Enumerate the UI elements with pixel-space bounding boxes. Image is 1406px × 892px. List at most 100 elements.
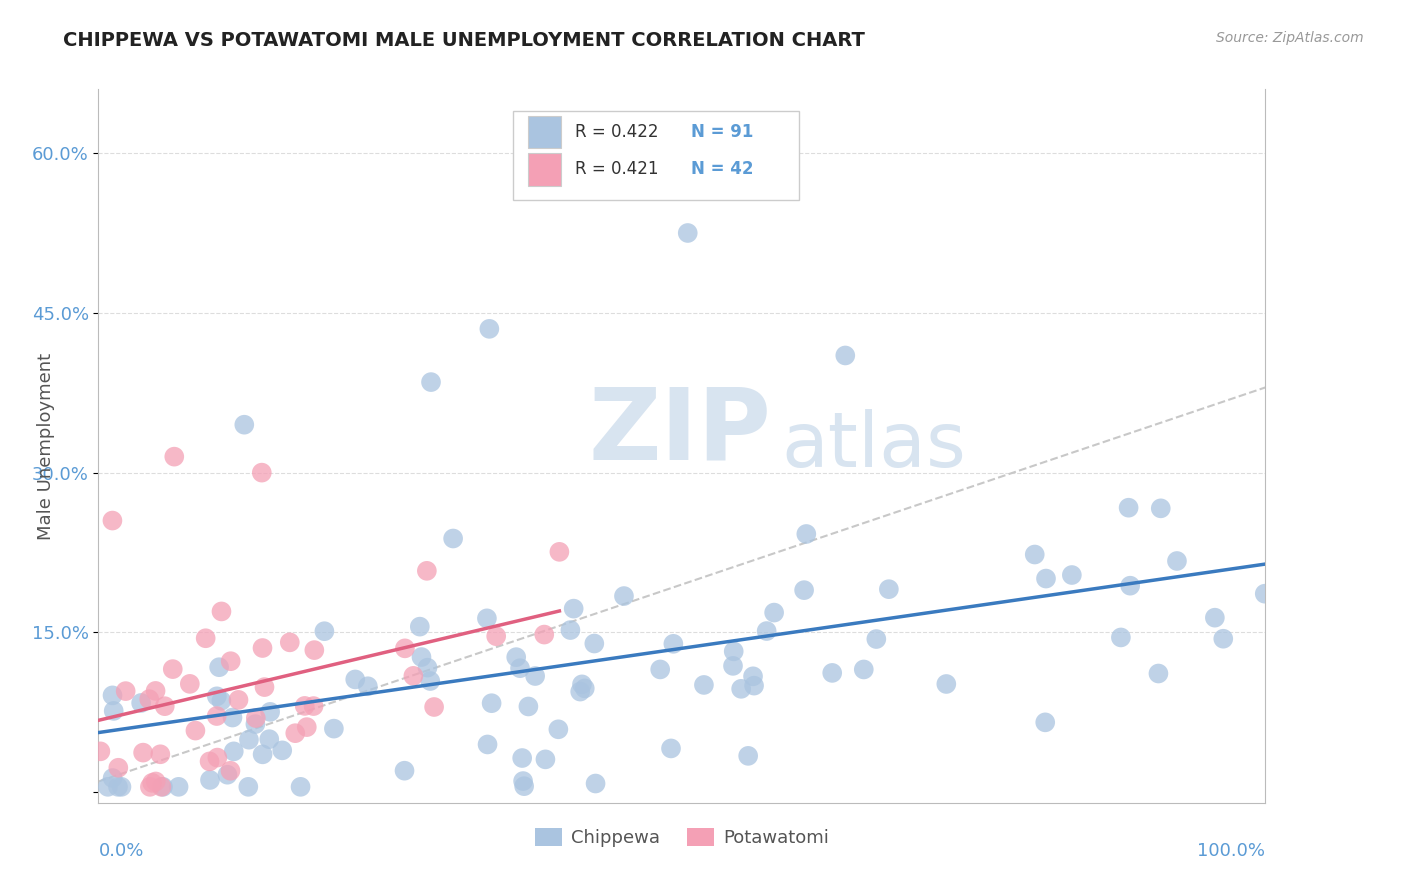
- Text: Source: ZipAtlas.com: Source: ZipAtlas.com: [1216, 31, 1364, 45]
- Point: [485, 629, 508, 643]
- Point: [238, 732, 260, 747]
- Point: [585, 776, 607, 790]
- Point: [138, 692, 160, 706]
- Point: [252, 640, 274, 655]
- Point: [150, 780, 173, 794]
- Point: [107, 780, 129, 794]
- Point: [560, 623, 582, 637]
- Point: [574, 681, 596, 696]
- Text: CHIPPEWA VS POTAWATOMI MALE UNEMPLOYMENT CORRELATION CHART: CHIPPEWA VS POTAWATOMI MALE UNEMPLOYMENT…: [63, 31, 865, 50]
- FancyBboxPatch shape: [513, 111, 799, 200]
- Point: [409, 620, 432, 634]
- Point: [139, 780, 162, 794]
- Point: [101, 771, 124, 785]
- Point: [163, 450, 186, 464]
- Point: [547, 723, 569, 737]
- Point: [742, 679, 765, 693]
- Point: [304, 643, 326, 657]
- Point: [357, 679, 380, 693]
- Point: [153, 699, 176, 714]
- Point: [865, 632, 887, 646]
- Point: [250, 466, 273, 480]
- Point: [1033, 715, 1056, 730]
- Text: 100.0%: 100.0%: [1198, 842, 1265, 860]
- Point: [1024, 548, 1046, 562]
- Point: [344, 673, 367, 687]
- Point: [114, 684, 136, 698]
- Point: [290, 780, 312, 794]
- Point: [411, 650, 433, 665]
- Point: [693, 678, 716, 692]
- Point: [1109, 631, 1132, 645]
- Point: [294, 698, 316, 713]
- Point: [198, 772, 221, 787]
- Legend: Chippewa, Potawatomi: Chippewa, Potawatomi: [527, 821, 837, 855]
- Point: [794, 527, 817, 541]
- Point: [834, 349, 856, 363]
- Point: [302, 699, 325, 714]
- Point: [228, 693, 250, 707]
- Point: [322, 722, 344, 736]
- FancyBboxPatch shape: [527, 116, 561, 148]
- Point: [1147, 666, 1170, 681]
- Point: [416, 564, 439, 578]
- Point: [793, 583, 815, 598]
- Point: [548, 545, 571, 559]
- Point: [208, 660, 231, 674]
- Point: [219, 654, 242, 668]
- Point: [534, 752, 557, 766]
- Point: [533, 627, 555, 641]
- Point: [742, 669, 765, 683]
- Point: [245, 711, 267, 725]
- Point: [676, 226, 699, 240]
- Point: [1060, 568, 1083, 582]
- Point: [1204, 610, 1226, 624]
- Point: [1254, 587, 1277, 601]
- Point: [132, 746, 155, 760]
- Point: [194, 632, 217, 646]
- Point: [295, 720, 318, 734]
- Point: [821, 665, 844, 680]
- Point: [97, 780, 120, 794]
- Point: [233, 417, 256, 432]
- Point: [145, 774, 167, 789]
- Point: [402, 669, 425, 683]
- Point: [569, 684, 592, 698]
- Point: [1212, 632, 1234, 646]
- Point: [107, 761, 129, 775]
- Text: atlas: atlas: [782, 409, 966, 483]
- Point: [394, 641, 416, 656]
- Point: [221, 710, 243, 724]
- Point: [253, 680, 276, 694]
- Point: [141, 776, 163, 790]
- Point: [205, 709, 228, 723]
- Point: [238, 780, 260, 794]
- Point: [723, 644, 745, 658]
- Point: [209, 694, 232, 708]
- Point: [394, 764, 416, 778]
- Point: [129, 696, 152, 710]
- Point: [222, 744, 245, 758]
- Point: [763, 606, 786, 620]
- Point: [179, 677, 201, 691]
- Point: [271, 743, 294, 757]
- Point: [278, 635, 301, 649]
- Point: [423, 700, 446, 714]
- Point: [162, 662, 184, 676]
- Point: [1119, 579, 1142, 593]
- Text: R = 0.422: R = 0.422: [575, 123, 658, 141]
- Point: [167, 780, 190, 794]
- Point: [1035, 572, 1057, 586]
- Point: [475, 611, 498, 625]
- Point: [101, 514, 124, 528]
- Text: R = 0.421: R = 0.421: [575, 161, 658, 178]
- Point: [852, 663, 875, 677]
- Point: [259, 705, 281, 719]
- Point: [441, 532, 464, 546]
- Point: [219, 764, 242, 778]
- Point: [662, 637, 685, 651]
- Point: [419, 673, 441, 688]
- Point: [314, 624, 336, 639]
- Point: [650, 662, 672, 676]
- Point: [517, 699, 540, 714]
